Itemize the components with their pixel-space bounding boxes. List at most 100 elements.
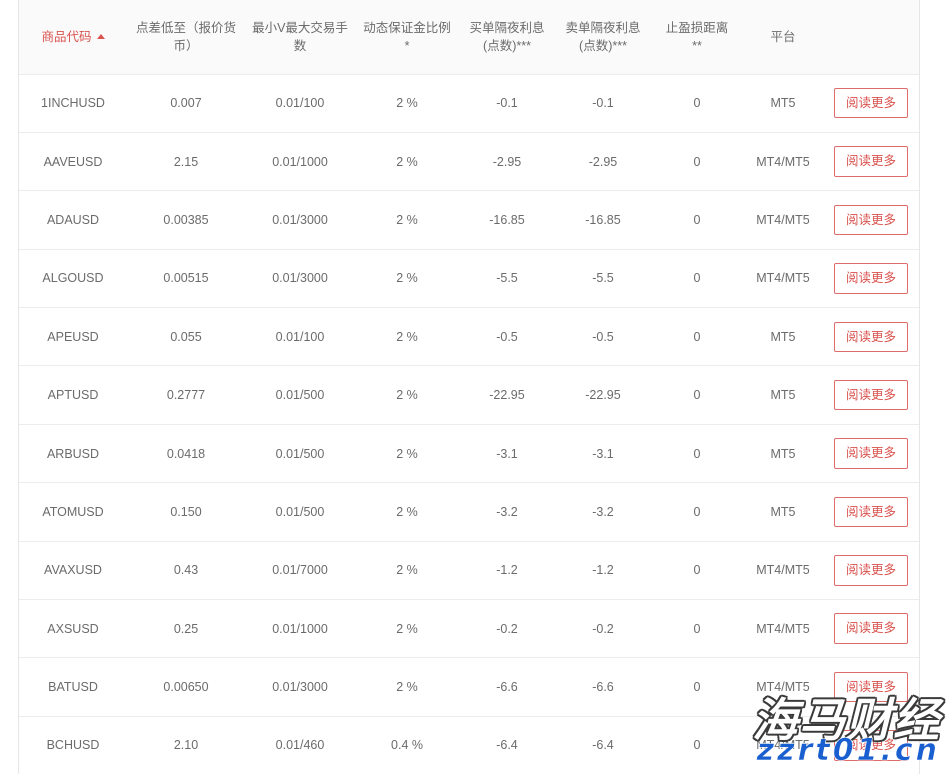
- cell-actions: 阅读更多: [823, 482, 919, 542]
- cell-symbol: APEUSD: [19, 307, 127, 367]
- cell-spread: 0.2777: [127, 365, 245, 425]
- cell-swap-short: -5.5: [555, 249, 651, 309]
- cell-swap-short: -0.5: [555, 307, 651, 367]
- cell-lot-size: 0.01/3000: [245, 657, 355, 717]
- table-header-row: 商品代码 点差低至（报价货币） 最小V最大交易手数 动态保证金比例 * 买单隔夜…: [19, 0, 919, 75]
- cell-actions: 阅读更多: [823, 190, 919, 250]
- table-row: AAVEUSD 2.15 0.01/1000 2 % -2.95 -2.95 0 MT4/MT…: [19, 132, 919, 192]
- cell-actions: 阅读更多: [823, 132, 919, 192]
- read-more-button[interactable]: 阅读更多: [833, 263, 908, 294]
- cell-stop-distance: 0: [651, 424, 743, 484]
- read-more-button[interactable]: 阅读更多: [833, 671, 908, 703]
- cell-actions: 阅读更多: [823, 424, 919, 484]
- cell-swap-short: -22.95: [555, 365, 651, 425]
- cell-margin-ratio: 2 %: [355, 307, 459, 367]
- cell-stop-distance: 0: [651, 190, 743, 250]
- cell-spread: 0.0418: [127, 424, 245, 484]
- table-row: AXSUSD 0.25 0.01/1000 2 % -0.2 -0.2 0 MT4/MT5 阅读…: [19, 599, 919, 659]
- read-more-button[interactable]: 阅读更多: [833, 613, 908, 644]
- cell-swap-long: -22.95: [459, 365, 555, 425]
- cell-swap-long: -2.95: [459, 132, 555, 192]
- cell-swap-short: -2.95: [555, 132, 651, 192]
- table-row: AVAXUSD 0.43 0.01/7000 2 % -1.2 -1.2 0 MT4/MT5 阅…: [19, 541, 919, 601]
- cell-swap-short: -3.1: [555, 424, 651, 484]
- read-more-button[interactable]: 阅读更多: [833, 204, 908, 236]
- table-row: ARBUSD 0.0418 0.01/500 2 % -3.1 -3.1 0 MT5 阅读更多: [19, 424, 919, 484]
- cell-swap-long: -0.2: [459, 599, 555, 659]
- table-row: APEUSD 0.055 0.01/100 2 % -0.5 -0.5 0 MT5 阅读更多: [19, 307, 919, 367]
- cell-platform: MT5: [743, 74, 823, 133]
- column-header-lot-size-label: 最小V最大交易手数: [252, 20, 348, 53]
- cell-stop-distance: 0: [651, 541, 743, 601]
- cell-lot-size: 0.01/500: [245, 482, 355, 542]
- column-header-lot-size[interactable]: 最小V最大交易手数: [245, 0, 355, 75]
- column-header-margin-ratio-label: 动态保证金比例 *: [363, 20, 451, 53]
- cell-actions: 阅读更多: [823, 74, 919, 133]
- read-more-button[interactable]: 阅读更多: [833, 146, 908, 177]
- column-header-swap-short[interactable]: 卖单隔夜利息 (点数)***: [555, 0, 651, 75]
- cell-actions: 阅读更多: [823, 365, 919, 425]
- column-header-spread[interactable]: 点差低至（报价货币）: [127, 0, 245, 75]
- column-header-platform[interactable]: 平台: [743, 0, 823, 75]
- cell-lot-size: 0.01/3000: [245, 190, 355, 250]
- instrument-spec-table: 商品代码 点差低至（报价货币） 最小V最大交易手数 动态保证金比例 * 买单隔夜…: [19, 0, 919, 774]
- instrument-spec-table-container: 商品代码 点差低至（报价货币） 最小V最大交易手数 动态保证金比例 * 买单隔夜…: [18, 0, 920, 774]
- cell-margin-ratio: 2 %: [355, 365, 459, 425]
- cell-platform: MT4/MT5: [743, 599, 823, 659]
- cell-actions: 阅读更多: [823, 541, 919, 601]
- read-more-button[interactable]: 阅读更多: [833, 438, 908, 469]
- column-header-symbol[interactable]: 商品代码: [19, 0, 127, 75]
- column-header-swap-long-label: 买单隔夜利息 (点数)***: [469, 20, 545, 53]
- read-more-button[interactable]: 阅读更多: [833, 321, 908, 352]
- cell-swap-short: -6.4: [555, 716, 651, 774]
- cell-swap-long: -0.1: [459, 74, 555, 133]
- read-more-button[interactable]: 阅读更多: [833, 87, 908, 119]
- cell-symbol: ARBUSD: [19, 424, 127, 484]
- cell-swap-long: -3.1: [459, 424, 555, 484]
- cell-stop-distance: 0: [651, 657, 743, 717]
- cell-swap-long: -6.6: [459, 657, 555, 717]
- cell-swap-long: -5.5: [459, 249, 555, 309]
- cell-margin-ratio: 2 %: [355, 190, 459, 250]
- cell-lot-size: 0.01/3000: [245, 249, 355, 309]
- sort-ascending-icon: [96, 33, 105, 39]
- cell-lot-size: 0.01/500: [245, 365, 355, 425]
- column-header-margin-ratio[interactable]: 动态保证金比例 *: [355, 0, 459, 75]
- cell-platform: MT5: [743, 307, 823, 367]
- cell-swap-long: -6.4: [459, 716, 555, 774]
- table-row: APTUSD 0.2777 0.01/500 2 % -22.95 -22.95 0 MT5 阅…: [19, 365, 919, 425]
- cell-margin-ratio: 2 %: [355, 599, 459, 659]
- cell-swap-long: -1.2: [459, 541, 555, 601]
- cell-swap-long: -16.85: [459, 190, 555, 250]
- cell-stop-distance: 0: [651, 132, 743, 192]
- read-more-button[interactable]: 阅读更多: [833, 496, 908, 528]
- column-header-spread-label: 点差低至（报价货币）: [135, 20, 236, 53]
- cell-platform: MT5: [743, 482, 823, 542]
- cell-platform: MT5: [743, 424, 823, 484]
- cell-symbol: AXSUSD: [19, 599, 127, 659]
- column-header-swap-long[interactable]: 买单隔夜利息 (点数)***: [459, 0, 555, 75]
- cell-stop-distance: 0: [651, 249, 743, 309]
- cell-stop-distance: 0: [651, 365, 743, 425]
- cell-actions: 阅读更多: [823, 249, 919, 309]
- cell-stop-distance: 0: [651, 599, 743, 659]
- cell-lot-size: 0.01/500: [245, 424, 355, 484]
- cell-symbol: AAVEUSD: [19, 132, 127, 192]
- read-more-button[interactable]: 阅读更多: [833, 379, 908, 411]
- cell-symbol: 1INCHUSD: [19, 74, 127, 133]
- cell-platform: MT4/MT5: [743, 541, 823, 601]
- cell-symbol: ATOMUSD: [19, 482, 127, 542]
- read-more-button[interactable]: 阅读更多: [833, 555, 908, 586]
- cell-stop-distance: 0: [651, 307, 743, 367]
- table-row: ALGOUSD 0.00515 0.01/3000 2 % -5.5 -5.5 0 MT4/M…: [19, 249, 919, 309]
- column-header-stop-distance[interactable]: 止盈损距离 **: [651, 0, 743, 75]
- cell-lot-size: 0.01/1000: [245, 599, 355, 659]
- cell-platform: MT5: [743, 365, 823, 425]
- read-more-button[interactable]: 阅读更多: [833, 730, 908, 761]
- cell-margin-ratio: 2 %: [355, 132, 459, 192]
- cell-symbol: ADAUSD: [19, 190, 127, 250]
- cell-swap-short: -0.1: [555, 74, 651, 133]
- cell-lot-size: 0.01/100: [245, 307, 355, 367]
- table-row: BCHUSD 2.10 0.01/460 0.4 % -6.4 -6.4 0 MT4/MT5 阅…: [19, 716, 919, 774]
